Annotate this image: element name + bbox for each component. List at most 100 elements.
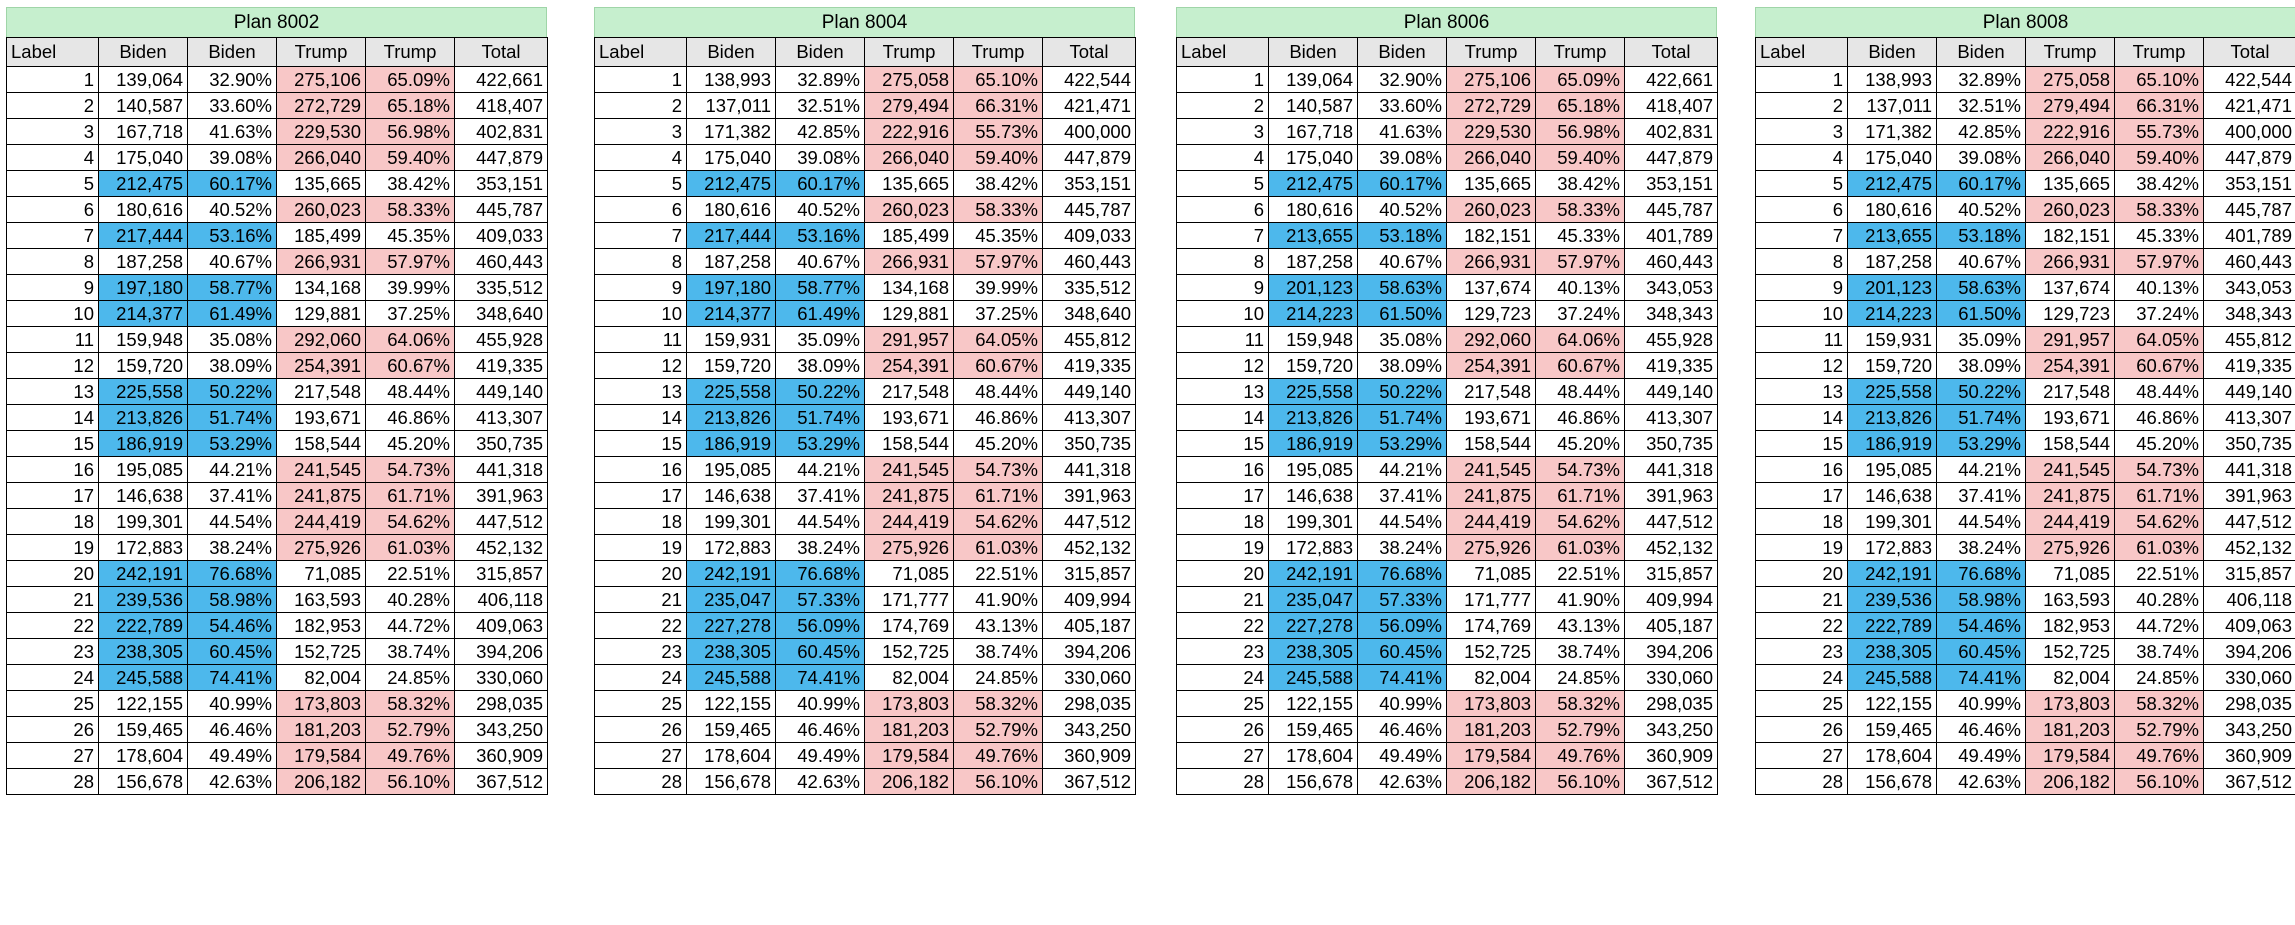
total-votes[interactable]: 413,307 [454, 404, 548, 431]
total-votes[interactable]: 330,060 [2203, 664, 2295, 691]
total-votes[interactable]: 413,307 [1042, 404, 1136, 431]
biden-votes[interactable]: 227,278 [1268, 612, 1358, 639]
biden-votes[interactable]: 214,377 [98, 300, 188, 327]
trump-votes[interactable]: 134,168 [864, 274, 954, 301]
biden-votes[interactable]: 178,604 [1268, 742, 1358, 769]
biden-votes[interactable]: 146,638 [686, 482, 776, 509]
biden-votes[interactable]: 227,278 [686, 612, 776, 639]
district-label[interactable]: 19 [6, 534, 99, 561]
biden-pct[interactable]: 46.46% [1936, 716, 2026, 743]
trump-pct[interactable]: 61.03% [953, 534, 1043, 561]
column-header-biden[interactable]: Biden [1268, 37, 1358, 67]
biden-pct[interactable]: 39.08% [1357, 144, 1447, 171]
total-votes[interactable]: 402,831 [454, 118, 548, 145]
biden-votes[interactable]: 178,604 [1847, 742, 1937, 769]
district-label[interactable]: 24 [6, 664, 99, 691]
trump-votes[interactable]: 266,931 [1446, 248, 1536, 275]
trump-votes[interactable]: 272,729 [276, 92, 366, 119]
biden-votes[interactable]: 180,616 [98, 196, 188, 223]
trump-votes[interactable]: 185,499 [864, 222, 954, 249]
district-label[interactable]: 16 [594, 456, 687, 483]
district-label[interactable]: 16 [1755, 456, 1848, 483]
district-label[interactable]: 8 [594, 248, 687, 275]
trump-votes[interactable]: 241,545 [2025, 456, 2115, 483]
biden-votes[interactable]: 242,191 [686, 560, 776, 587]
trump-votes[interactable]: 279,494 [2025, 92, 2115, 119]
biden-pct[interactable]: 40.99% [1936, 690, 2026, 717]
district-label[interactable]: 15 [594, 430, 687, 457]
biden-pct[interactable]: 53.16% [187, 222, 277, 249]
column-header-biden-pct[interactable]: Biden [775, 37, 865, 67]
total-votes[interactable]: 449,140 [2203, 378, 2295, 405]
biden-votes[interactable]: 199,301 [98, 508, 188, 535]
total-votes[interactable]: 419,335 [2203, 352, 2295, 379]
total-votes[interactable]: 367,512 [1624, 768, 1718, 795]
district-label[interactable]: 6 [594, 196, 687, 223]
biden-votes[interactable]: 214,377 [686, 300, 776, 327]
biden-votes[interactable]: 159,720 [98, 352, 188, 379]
biden-pct[interactable]: 46.46% [775, 716, 865, 743]
district-label[interactable]: 27 [1176, 742, 1269, 769]
trump-votes[interactable]: 181,203 [1446, 716, 1536, 743]
biden-votes[interactable]: 159,948 [1268, 326, 1358, 353]
biden-pct[interactable]: 44.54% [1936, 508, 2026, 535]
biden-pct[interactable]: 44.21% [1936, 456, 2026, 483]
total-votes[interactable]: 447,879 [454, 144, 548, 171]
district-label[interactable]: 10 [6, 300, 99, 327]
trump-pct[interactable]: 65.18% [365, 92, 455, 119]
district-label[interactable]: 18 [6, 508, 99, 535]
total-votes[interactable]: 343,053 [2203, 274, 2295, 301]
biden-votes[interactable]: 239,536 [1847, 586, 1937, 613]
biden-pct[interactable]: 37.41% [775, 482, 865, 509]
biden-votes[interactable]: 186,919 [98, 430, 188, 457]
column-header-trump-pct[interactable]: Trump [953, 37, 1043, 67]
trump-pct[interactable]: 24.85% [2114, 664, 2204, 691]
total-votes[interactable]: 343,250 [1624, 716, 1718, 743]
trump-votes[interactable]: 254,391 [2025, 352, 2115, 379]
trump-votes[interactable]: 206,182 [276, 768, 366, 795]
district-label[interactable]: 20 [1176, 560, 1269, 587]
district-label[interactable]: 21 [594, 586, 687, 613]
total-votes[interactable]: 335,512 [454, 274, 548, 301]
trump-votes[interactable]: 275,926 [864, 534, 954, 561]
trump-votes[interactable]: 129,723 [2025, 300, 2115, 327]
biden-votes[interactable]: 245,588 [1268, 664, 1358, 691]
biden-votes[interactable]: 242,191 [1847, 560, 1937, 587]
district-label[interactable]: 15 [6, 430, 99, 457]
trump-votes[interactable]: 173,803 [864, 690, 954, 717]
district-label[interactable]: 3 [6, 118, 99, 145]
biden-pct[interactable]: 40.67% [1357, 248, 1447, 275]
trump-pct[interactable]: 52.79% [953, 716, 1043, 743]
total-votes[interactable]: 348,640 [454, 300, 548, 327]
trump-pct[interactable]: 57.97% [2114, 248, 2204, 275]
trump-pct[interactable]: 61.71% [2114, 482, 2204, 509]
biden-votes[interactable]: 225,558 [1268, 378, 1358, 405]
biden-pct[interactable]: 74.41% [187, 664, 277, 691]
trump-votes[interactable]: 158,544 [1446, 430, 1536, 457]
district-label[interactable]: 22 [1176, 612, 1269, 639]
biden-pct[interactable]: 44.54% [775, 508, 865, 535]
biden-votes[interactable]: 195,085 [1268, 456, 1358, 483]
district-label[interactable]: 26 [6, 716, 99, 743]
biden-pct[interactable]: 32.89% [1936, 66, 2026, 93]
trump-votes[interactable]: 260,023 [276, 196, 366, 223]
biden-pct[interactable]: 54.46% [187, 612, 277, 639]
trump-pct[interactable]: 43.13% [953, 612, 1043, 639]
biden-votes[interactable]: 159,931 [1847, 326, 1937, 353]
trump-pct[interactable]: 45.35% [953, 222, 1043, 249]
total-votes[interactable]: 452,132 [1624, 534, 1718, 561]
total-votes[interactable]: 455,812 [1042, 326, 1136, 353]
trump-votes[interactable]: 158,544 [2025, 430, 2115, 457]
district-label[interactable]: 22 [594, 612, 687, 639]
trump-votes[interactable]: 229,530 [276, 118, 366, 145]
biden-votes[interactable]: 159,720 [686, 352, 776, 379]
district-label[interactable]: 21 [1755, 586, 1848, 613]
trump-pct[interactable]: 58.32% [365, 690, 455, 717]
biden-pct[interactable]: 49.49% [775, 742, 865, 769]
trump-pct[interactable]: 39.99% [365, 274, 455, 301]
biden-pct[interactable]: 33.60% [187, 92, 277, 119]
trump-votes[interactable]: 135,665 [1446, 170, 1536, 197]
biden-pct[interactable]: 57.33% [1357, 586, 1447, 613]
total-votes[interactable]: 409,063 [454, 612, 548, 639]
biden-votes[interactable]: 195,085 [1847, 456, 1937, 483]
